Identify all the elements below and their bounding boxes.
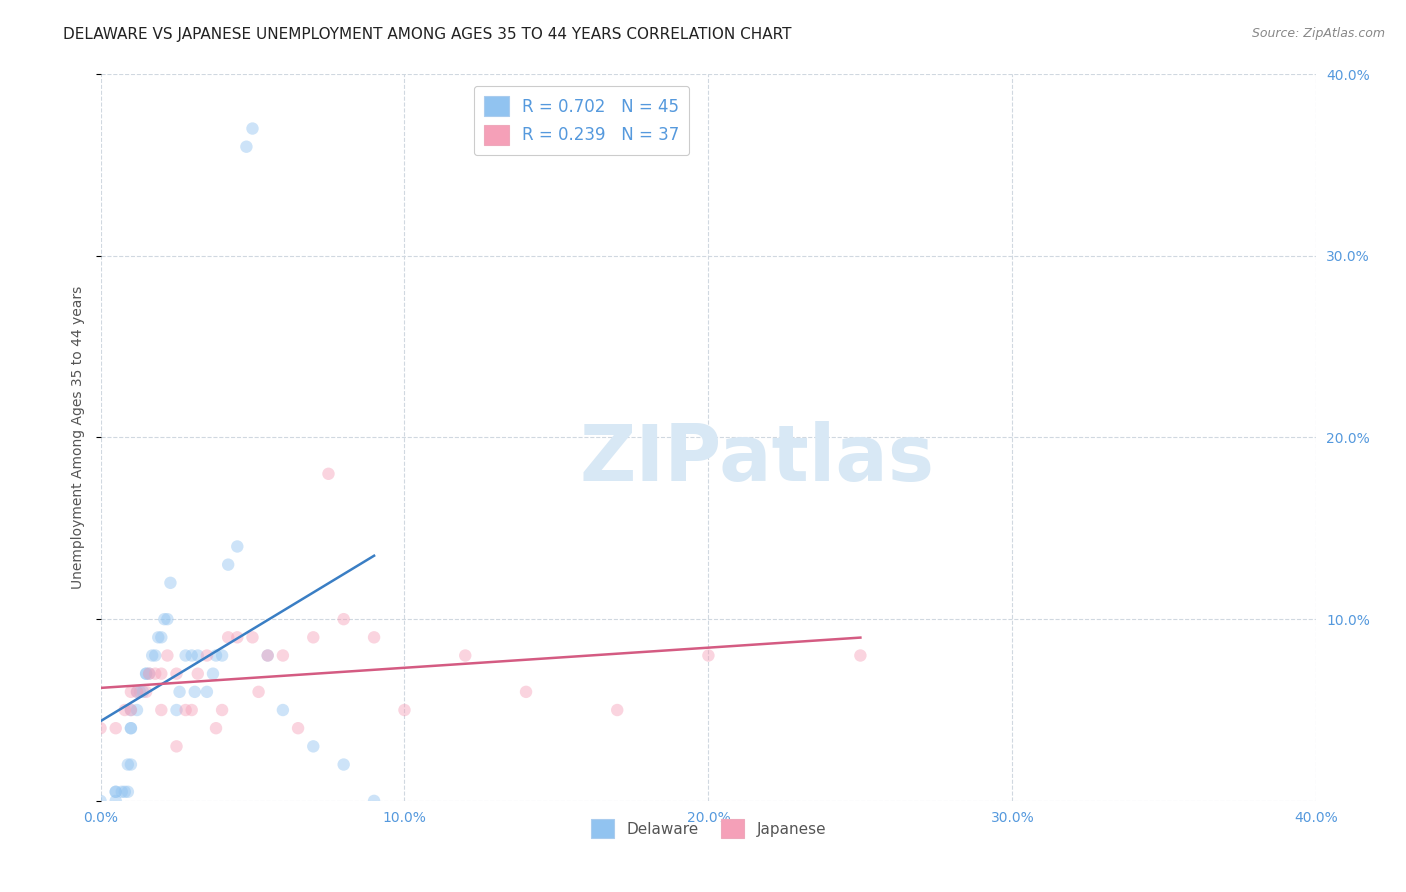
Point [153, 612, 176, 626]
Point [132, 685, 155, 699]
Point [166, 703, 188, 717]
Point [148, 631, 170, 645]
Point [697, 648, 720, 663]
Point [156, 648, 179, 663]
Point [211, 703, 233, 717]
Point [114, 703, 136, 717]
Point [515, 685, 537, 699]
Point [195, 648, 218, 663]
Point [89, 794, 111, 808]
Point [302, 631, 325, 645]
Point [159, 575, 181, 590]
Point [180, 648, 202, 663]
Point [174, 648, 197, 663]
Point [211, 648, 233, 663]
Point [150, 666, 173, 681]
Point [394, 703, 416, 717]
Point [135, 685, 157, 699]
Text: ZIPatlas: ZIPatlas [579, 421, 935, 497]
Point [120, 757, 142, 772]
Point [129, 685, 152, 699]
Point [169, 685, 191, 699]
Point [217, 631, 239, 645]
Point [849, 648, 872, 663]
Point [104, 785, 127, 799]
Point [174, 703, 197, 717]
Point [242, 121, 264, 136]
Point [114, 785, 136, 799]
Point [138, 666, 160, 681]
Point [125, 703, 148, 717]
Point [141, 648, 163, 663]
Point [187, 648, 209, 663]
Point [125, 685, 148, 699]
Point [187, 666, 209, 681]
Point [120, 685, 142, 699]
Point [166, 739, 188, 754]
Legend: Delaware, Japanese: Delaware, Japanese [585, 814, 832, 844]
Y-axis label: Unemployment Among Ages 35 to 44 years: Unemployment Among Ages 35 to 44 years [72, 285, 86, 589]
Point [332, 612, 354, 626]
Point [125, 685, 148, 699]
Point [135, 666, 157, 681]
Point [120, 721, 142, 735]
Point [247, 685, 270, 699]
Point [156, 612, 179, 626]
Point [117, 785, 139, 799]
Point [89, 721, 111, 735]
Point [104, 721, 127, 735]
Point [256, 648, 278, 663]
Point [104, 794, 127, 808]
Point [166, 666, 188, 681]
Point [302, 739, 325, 754]
Point [332, 757, 354, 772]
Text: DELAWARE VS JAPANESE UNEMPLOYMENT AMONG AGES 35 TO 44 YEARS CORRELATION CHART: DELAWARE VS JAPANESE UNEMPLOYMENT AMONG … [63, 27, 792, 42]
Point [256, 648, 278, 663]
Point [226, 631, 249, 645]
Point [150, 631, 173, 645]
Point [205, 721, 228, 735]
Point [363, 631, 385, 645]
Point [143, 648, 166, 663]
Point [120, 703, 142, 717]
Point [120, 703, 142, 717]
Point [117, 757, 139, 772]
Point [271, 703, 294, 717]
Point [135, 666, 157, 681]
Point [226, 540, 249, 554]
Point [120, 721, 142, 735]
Point [318, 467, 340, 481]
Point [104, 785, 127, 799]
Point [184, 685, 207, 699]
Point [143, 666, 166, 681]
Point [363, 794, 385, 808]
Point [195, 685, 218, 699]
Point [271, 648, 294, 663]
Point [180, 703, 202, 717]
Point [150, 703, 173, 717]
Point [235, 139, 257, 153]
Point [111, 785, 134, 799]
Point [606, 703, 628, 717]
Text: Source: ZipAtlas.com: Source: ZipAtlas.com [1251, 27, 1385, 40]
Point [242, 631, 264, 645]
Point [201, 666, 224, 681]
Point [138, 666, 160, 681]
Point [217, 558, 239, 572]
Point [454, 648, 477, 663]
Point [205, 648, 228, 663]
Point [287, 721, 309, 735]
